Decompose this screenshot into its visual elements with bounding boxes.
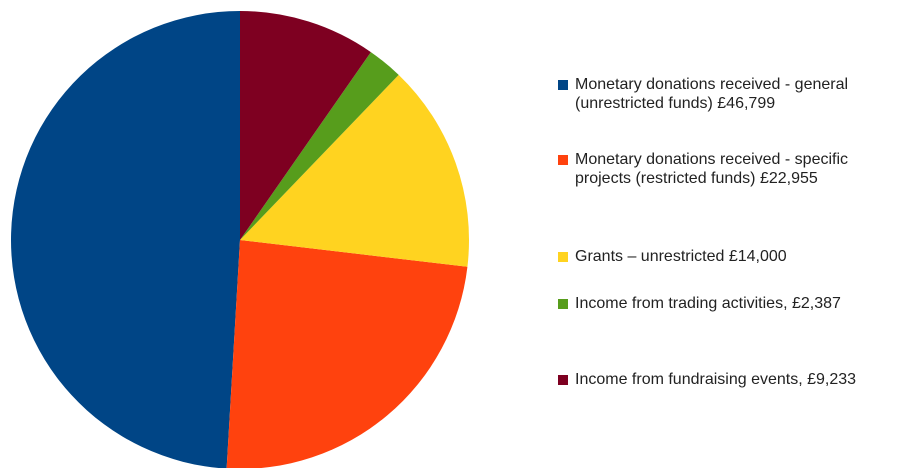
legend-swatch <box>558 80 568 90</box>
pie-slice <box>240 10 371 240</box>
legend-swatch <box>558 375 568 385</box>
legend-label: Monetary donations received - general (u… <box>575 76 849 112</box>
legend-label: Income from trading activities, £2,387 <box>575 295 841 312</box>
legend-item: Income from trading activities, £2,387 <box>558 294 875 313</box>
legend-swatch <box>558 252 568 262</box>
legend-label: Monetary donations received - specific p… <box>575 151 849 187</box>
legend-swatch <box>558 299 568 309</box>
pie <box>11 10 470 468</box>
legend-item: Grants – unrestricted £14,000 <box>558 247 905 266</box>
legend-label: Grants – unrestricted £14,000 <box>575 248 787 265</box>
pie-slice <box>226 240 468 468</box>
pie-slice <box>240 52 399 240</box>
legend-item: Income from fundraising events, £9,233 <box>558 370 875 389</box>
legend-label: Income from fundraising events, £9,233 <box>575 371 857 388</box>
legend-item: Monetary donations received - general (u… <box>558 75 865 113</box>
legend-item: Monetary donations received - specific p… <box>558 150 905 188</box>
legend-swatch <box>558 155 568 165</box>
pie-slice <box>240 74 470 267</box>
pie-slice <box>11 11 240 468</box>
